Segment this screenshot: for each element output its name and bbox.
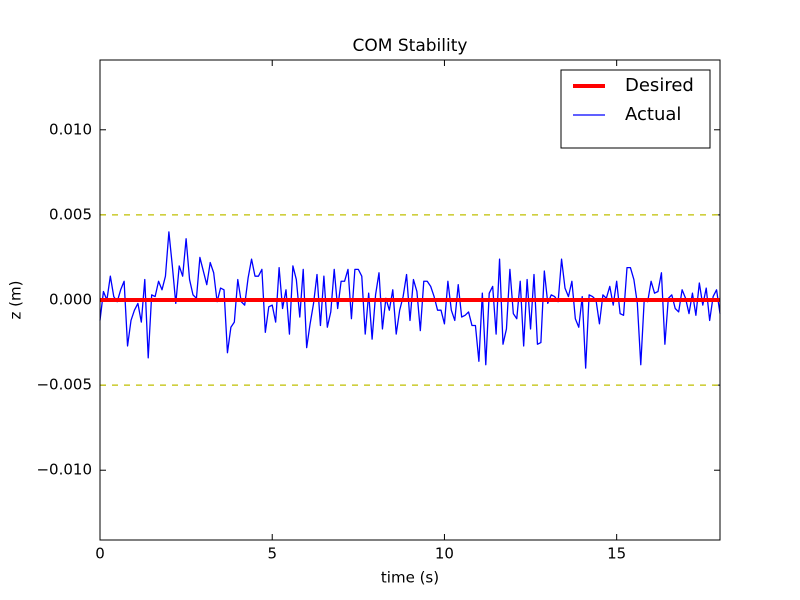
x-tick-label: 15 xyxy=(607,545,626,563)
legend-box xyxy=(560,69,711,149)
y-axis-label: z (m) xyxy=(7,281,25,320)
y-tick-label: 0.000 xyxy=(49,291,92,309)
plot-frame xyxy=(99,59,721,541)
x-tick-label: 0 xyxy=(95,545,105,563)
x-axis-label: time (s) xyxy=(381,569,439,587)
legend-label: Desired xyxy=(625,75,694,96)
chart-title: COM Stability xyxy=(353,36,468,56)
x-tick-label: 5 xyxy=(267,545,277,563)
legend-label: Actual xyxy=(625,104,681,125)
y-tick-label: −0.005 xyxy=(36,376,92,394)
y-tick-label: 0.005 xyxy=(49,205,92,223)
y-tick-label: 0.010 xyxy=(49,120,92,138)
series-line xyxy=(99,231,721,369)
y-tick-label: −0.010 xyxy=(36,461,92,479)
x-tick-label: 10 xyxy=(435,545,454,563)
